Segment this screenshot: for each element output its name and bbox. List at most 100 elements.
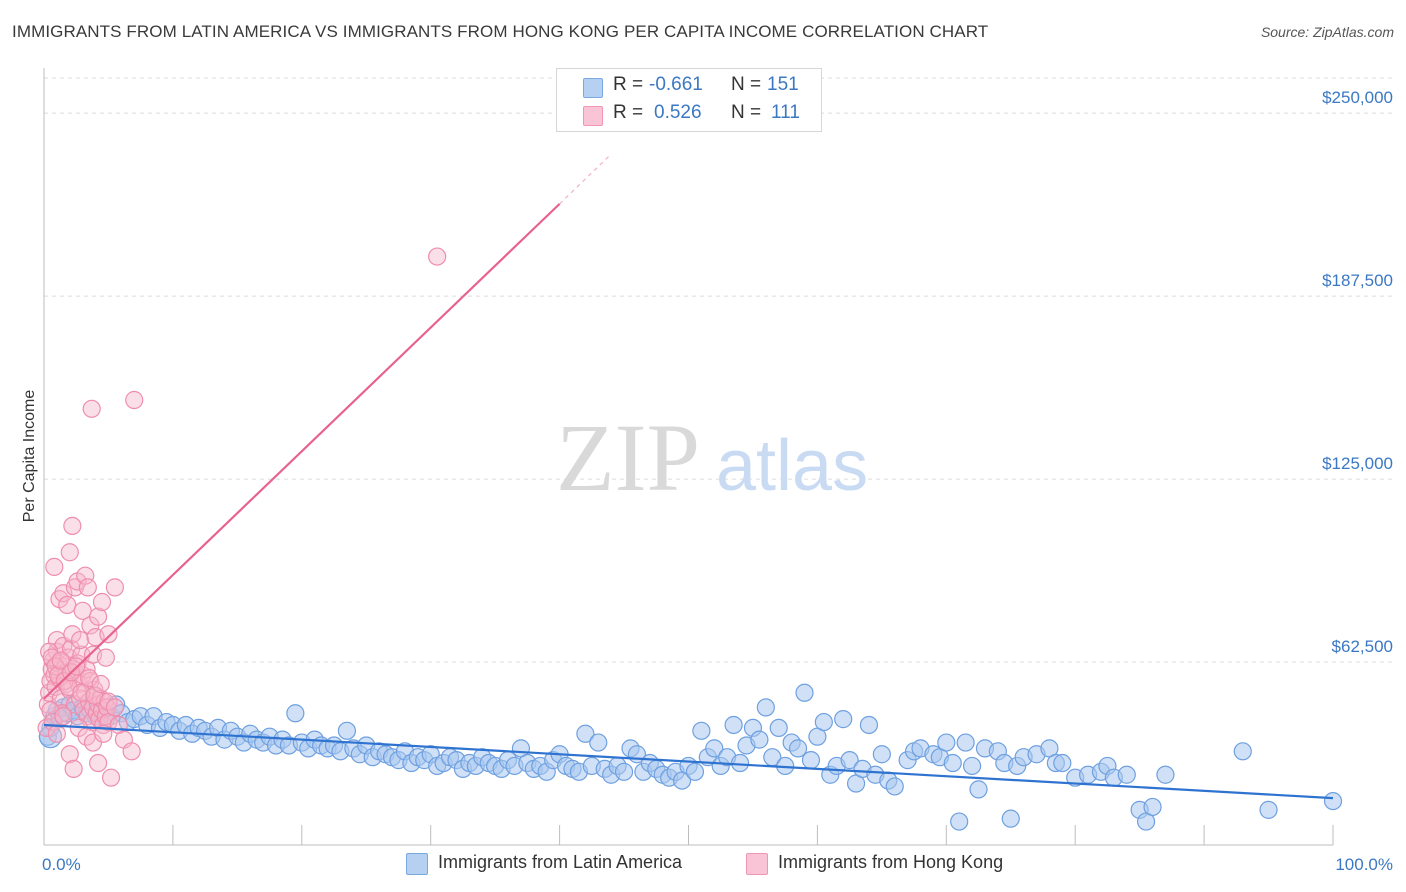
hong-kong-point [122,742,141,761]
hong-kong-point [60,543,79,562]
hong-kong-point [76,566,95,585]
hong-kong-point [82,399,101,418]
chart-title: IMMIGRANTS FROM LATIN AMERICA VS IMMIGRA… [12,22,989,41]
watermark-atlas: atlas [716,426,868,506]
hong-kong-point [73,601,92,620]
x-tick-label: 0.0% [42,855,81,874]
latin-america-point [840,751,859,770]
latin-america-point [969,780,988,799]
y-axis-label: Per Capita Income [21,390,38,523]
latin-america-point [795,683,814,702]
latin-america-point [937,733,956,752]
hong-kong-point [58,595,77,615]
x-tick-labels: 0.0% 100.0% [42,855,1393,874]
hong-kong-point [105,578,124,597]
latin-america-point [1323,791,1343,811]
latin-america-point [705,739,724,758]
bottom-legend-label: Immigrants from Latin America [438,852,683,872]
latin-america-point [788,739,808,758]
latin-america-point [1259,800,1278,819]
latin-america-point [1117,765,1136,784]
gridlines [44,77,1395,663]
latin-america-point [1001,809,1020,828]
series-latin-america-points [38,683,1343,831]
latin-america-point [1156,765,1175,784]
correlation-legend: R = -0.661 N = 151 R = 0.526 N = 111 [556,68,822,132]
latin-america-point [724,715,743,735]
series-hong-kong-points [37,247,447,787]
latin-america-point [576,724,595,743]
hong-kong-point [92,592,112,612]
hong-kong-point [45,557,64,576]
legend-n-value: 111 [771,102,800,123]
legend-n-value: 151 [767,74,799,95]
latin-america-point [337,721,357,740]
latin-america-point [589,733,608,752]
latin-america-point [950,812,969,831]
latin-america-point [692,721,711,740]
trend-lines [43,153,1334,800]
bottom-legend-label: Immigrants from Hong Kong [778,852,1004,872]
hong-kong-point [101,768,121,787]
latin-america-point [962,756,982,776]
legend-r-label: R = [613,74,644,95]
hong-kong-point [54,707,73,726]
latin-america-point [750,730,769,749]
legend-row-hong-kong: R = 0.526 N = 111 [557,102,821,128]
y-tick-label: $62,500 [1332,637,1393,656]
latin-america-point [1233,742,1252,761]
latin-america-point [872,745,891,764]
hong-kong-point [47,724,66,743]
hong-kong-point [125,390,144,410]
hong-kong-trend-line [43,203,561,700]
legend-n-label: N = [731,102,762,123]
y-tick-label: $250,000 [1322,88,1393,107]
hong-kong-point [78,578,97,597]
hong-kong-point [63,516,82,536]
latin-america-point [685,762,705,781]
latin-america-point [956,733,975,752]
y-tick-label: $187,500 [1322,271,1393,290]
latin-america-point [730,753,750,773]
hong-kong-point [428,247,447,266]
latin-america-point [885,777,904,796]
y-tick-label: $125,000 [1322,454,1393,473]
latin-america-point [814,712,833,732]
legend-r-label: R = [613,102,644,123]
hong-kong-point [51,651,70,670]
latin-america-point [801,751,821,770]
bottom-legend-swatch-pink [746,853,768,875]
hong-kong-point [98,698,117,717]
legend-row-latin-america: R = -0.661 N = 151 [557,74,821,100]
latin-america-point [756,698,775,717]
legend-n-label: N = [731,74,762,95]
hong-kong-point [89,753,108,773]
hong-kong-point [70,630,90,650]
hong-kong-point [105,698,124,717]
latin-america-point [769,718,788,738]
latin-america-point [1143,797,1162,817]
hong-kong-trend-extension [559,153,612,205]
bottom-legend-swatch-blue [406,853,428,875]
y-tick-labels: $62,500 $125,000 $187,500 $250,000 [1322,88,1393,656]
legend-r-value: 0.526 [654,102,702,123]
hong-kong-point [64,759,83,778]
x-tick-label: 100.0% [1335,855,1393,874]
watermark: ZIP atlas [556,404,868,511]
legend-swatch-blue [583,78,603,98]
legend-swatch-pink [583,106,603,126]
watermark-zip: ZIP [556,404,700,511]
hong-kong-point [96,648,115,667]
hong-kong-point [80,669,99,688]
hong-kong-point [89,607,108,626]
legend-r-value: -0.661 [649,74,703,95]
hong-kong-point [91,674,110,694]
latin-america-point [286,704,305,723]
latin-america-trend-line [43,723,1334,800]
latin-america-point [614,762,634,781]
axes [43,68,1334,846]
latin-america-point [1053,753,1072,773]
source-credit: Source: ZipAtlas.com [1260,24,1394,40]
latin-america-point [943,753,962,773]
